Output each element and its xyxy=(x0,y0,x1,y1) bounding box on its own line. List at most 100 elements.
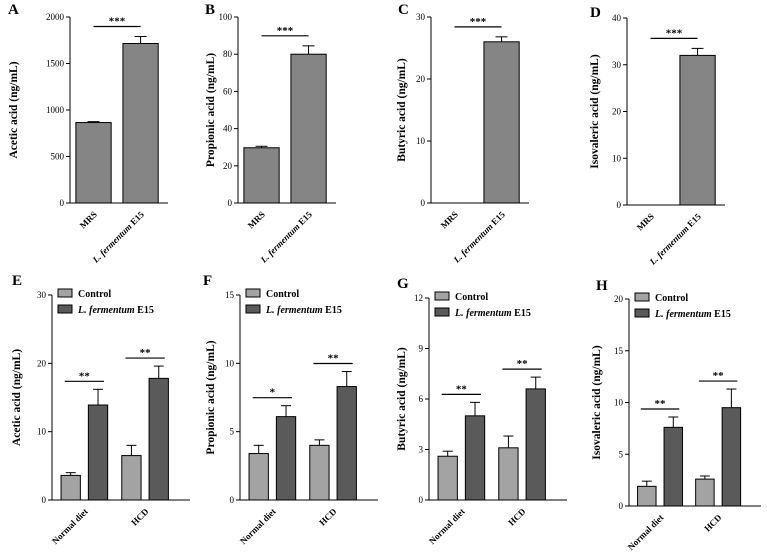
category-label: Normal diet xyxy=(50,506,90,546)
y-axis-label: Isovaleric acid (ng/mL) xyxy=(591,345,603,460)
significance-label: ** xyxy=(655,398,667,410)
y-tick-label: 20 xyxy=(612,107,622,117)
y-tick-label: 60 xyxy=(223,86,233,96)
bar xyxy=(498,447,519,501)
y-tick-label: 10 xyxy=(37,427,47,437)
y-tick-label: 10 xyxy=(416,136,426,146)
panel-letter: G xyxy=(397,276,409,292)
y-tick-label: 10 xyxy=(612,153,622,163)
y-tick-label: 100 xyxy=(219,12,233,22)
category-label: MRS xyxy=(78,209,99,230)
y-axis-label: Acetic acid (ng/mL) xyxy=(8,61,20,158)
panel-E: 0 10 20 30 Acetic acid (ng/mL) E ** Normal diet… xyxy=(11,273,190,546)
y-tick-label: 30 xyxy=(612,60,622,70)
bar xyxy=(483,41,520,204)
significance-label: ** xyxy=(140,347,152,359)
y-tick-label: 0 xyxy=(421,198,426,208)
bar xyxy=(679,54,716,206)
bar xyxy=(148,377,169,501)
category-label: L. fermentum E15 xyxy=(451,209,507,265)
y-tick-label: 2000 xyxy=(46,12,65,22)
bar xyxy=(437,455,458,501)
panel-F: 0 5 10 15 Propionic acid (ng/mL) F * Normal die… xyxy=(203,273,378,546)
legend-swatch xyxy=(57,304,73,314)
y-tick-label: 0 xyxy=(230,495,235,505)
bar xyxy=(637,485,657,507)
legend-swatch xyxy=(245,288,261,298)
legend-swatch xyxy=(634,292,650,302)
legend-entry: L. fermentum E15 xyxy=(654,309,731,320)
significance-label: ** xyxy=(79,370,91,382)
y-tick-label: 3 xyxy=(419,445,424,455)
bar xyxy=(87,404,109,501)
significance-label: ** xyxy=(456,383,468,395)
y-tick-label: 6 xyxy=(419,394,424,404)
y-tick-label: 30 xyxy=(416,12,426,22)
legend-swatch xyxy=(434,291,450,301)
y-axis-label: Isovaleric acid (ng/mL) xyxy=(589,54,601,169)
panel-letter: D xyxy=(590,5,601,21)
y-axis-label: Propionic acid (ng/mL) xyxy=(205,53,217,167)
bar xyxy=(525,388,546,501)
panel-letter: B xyxy=(205,2,215,18)
bar xyxy=(663,426,684,507)
significance-label: *** xyxy=(666,27,683,39)
category-label: HCD xyxy=(129,506,151,528)
y-tick-label: 10 xyxy=(614,398,624,408)
y-tick-label: 12 xyxy=(414,293,423,303)
y-tick-label: 0 xyxy=(619,501,624,511)
category-label: Normal diet xyxy=(238,506,278,546)
y-tick-label: 20 xyxy=(37,358,47,368)
bar xyxy=(248,453,269,501)
panel-letter: A xyxy=(8,2,19,18)
y-axis-label: Butyric acid (ng/mL) xyxy=(396,58,408,162)
y-tick-label: 0 xyxy=(419,495,424,505)
bar xyxy=(464,415,486,501)
y-tick-label: 1000 xyxy=(46,105,65,115)
y-tick-label: 20 xyxy=(416,74,426,84)
significance-label: * xyxy=(270,387,276,399)
bar xyxy=(60,474,81,501)
category-label: HCD xyxy=(506,506,528,528)
category-label: MRS xyxy=(635,211,656,232)
category-label: HCD xyxy=(702,512,724,534)
legend-entry: L. fermentum E15 xyxy=(454,308,531,319)
legend-swatch xyxy=(434,307,450,317)
y-tick-label: 0 xyxy=(60,198,65,208)
y-tick-label: 500 xyxy=(51,152,65,162)
y-tick-label: 0 xyxy=(42,495,47,505)
category-label: L. fermentum E15 xyxy=(258,209,314,265)
legend-swatch xyxy=(634,308,650,318)
bar xyxy=(243,147,280,204)
panel-B: 0 20 40 60 80 100 Propionic acid (ng/mL) B MRSL.… xyxy=(205,2,336,265)
y-axis-label: Butyric acid (ng/mL) xyxy=(396,347,408,451)
category-label: Normal diet xyxy=(626,512,666,552)
category-label: Normal diet xyxy=(427,506,467,546)
panel-H: 0 5 10 15 20 Isovaleric acid (ng/mL) H ** Normal… xyxy=(591,278,761,552)
significance-label: *** xyxy=(109,16,126,28)
y-tick-label: 1500 xyxy=(46,59,65,69)
y-tick-label: 5 xyxy=(230,427,235,437)
legend-entry: Control xyxy=(78,289,111,300)
significance-label: ** xyxy=(517,358,529,370)
y-tick-label: 15 xyxy=(614,346,624,356)
bar xyxy=(290,53,327,204)
significance-label: ** xyxy=(328,353,340,365)
category-label: L. fermentum E15 xyxy=(647,211,703,267)
legend-swatch xyxy=(245,304,261,314)
y-axis-label: Acetic acid (ng/mL) xyxy=(11,349,23,446)
bar xyxy=(275,416,297,501)
panel-letter: H xyxy=(596,278,608,294)
y-tick-label: 9 xyxy=(419,344,424,354)
legend-entry: L. fermentum E15 xyxy=(77,305,154,316)
bar xyxy=(122,43,159,204)
bar xyxy=(721,407,742,507)
panel-letter: E xyxy=(12,273,22,289)
category-label: MRS xyxy=(439,209,460,230)
y-tick-label: 40 xyxy=(612,13,622,23)
y-tick-label: 40 xyxy=(223,124,233,134)
y-tick-label: 80 xyxy=(223,49,233,59)
